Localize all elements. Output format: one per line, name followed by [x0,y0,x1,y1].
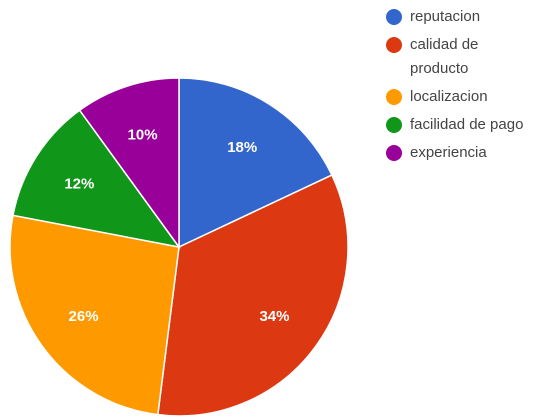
legend-swatch-icon [386,117,402,133]
legend-item-1: calidad de producto [384,33,532,81]
legend-swatch-icon [386,9,402,25]
slice-value-label-1: 34% [259,308,289,325]
legend-swatch-icon [386,145,402,161]
legend-label: experiencia [410,144,487,161]
pie-slice-1 [156,174,349,417]
legend-label: localizacion [410,88,488,105]
legend-item-3: facilidad de pago [384,113,532,137]
legend-item-2: localizacion [384,85,532,109]
pie-slice-0 [178,77,333,249]
pie-slice-4 [78,77,180,250]
slice-value-label-4: 10% [128,126,158,143]
legend: reputacion calidad de producto localizacio… [384,5,532,169]
legend-label: facilidad de pago [410,116,524,133]
legend-swatch-icon [386,89,402,105]
legend-label: reputacion [410,8,481,25]
legend-item-0: reputacion [384,5,532,29]
slice-value-label-2: 26% [69,308,99,325]
legend-label: calidad de producto [410,36,479,77]
slice-value-label-3: 12% [64,175,94,192]
legend-swatch-icon [386,37,402,53]
pie-slice-3 [12,109,181,249]
slice-value-label-0: 18% [227,139,257,156]
legend-item-4: experiencia [384,141,532,165]
pie-slice-2 [9,214,180,416]
